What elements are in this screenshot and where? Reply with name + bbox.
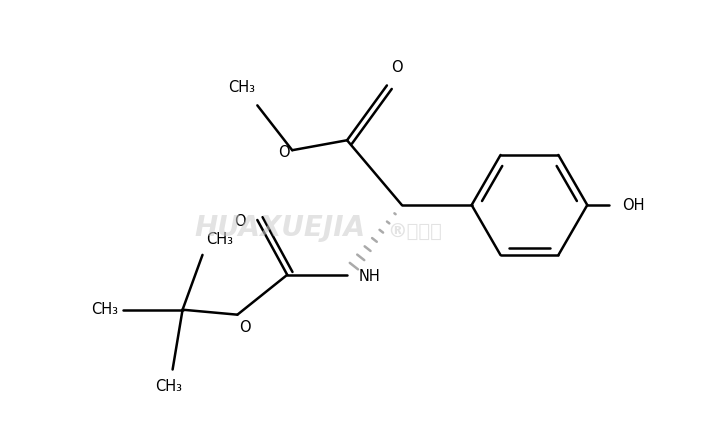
- Text: CH₃: CH₃: [155, 379, 182, 395]
- Text: HUAXUEJIA: HUAXUEJIA: [195, 214, 366, 242]
- Text: CH₃: CH₃: [206, 232, 234, 247]
- Text: CH₃: CH₃: [91, 302, 118, 317]
- Text: ®化学加: ®化学加: [388, 223, 442, 241]
- Text: CH₃: CH₃: [229, 80, 255, 95]
- Text: O: O: [278, 145, 290, 160]
- Text: OH: OH: [622, 197, 645, 213]
- Text: NH: NH: [359, 270, 381, 284]
- Text: O: O: [239, 320, 251, 335]
- Text: O: O: [391, 60, 403, 76]
- Text: O: O: [234, 214, 245, 230]
